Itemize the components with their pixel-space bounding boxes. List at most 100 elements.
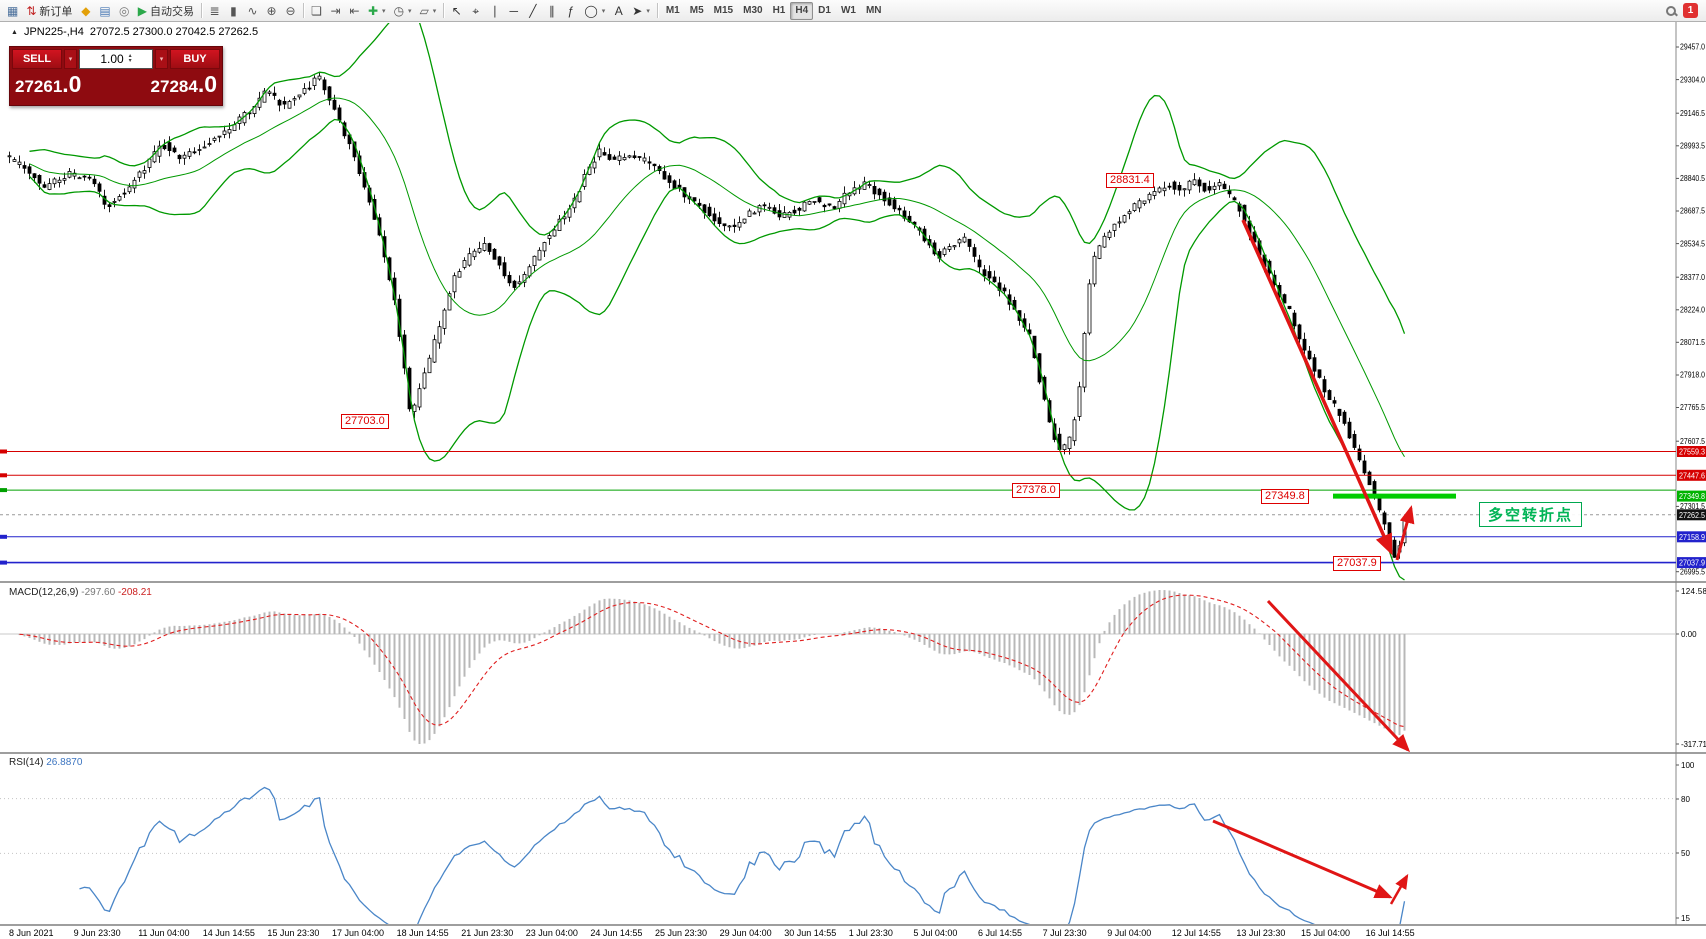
price-axis-label: 27918.0 xyxy=(1680,371,1705,380)
bar-chart-icon[interactable]: ≣ xyxy=(205,2,224,20)
channel-icon-glyph: ∥ xyxy=(548,3,555,18)
timeframe-m15[interactable]: M15 xyxy=(713,5,734,16)
horizontal-line-icon-glyph: ─ xyxy=(509,3,519,18)
time-axis-label: 5 Jul 04:00 xyxy=(913,928,957,938)
horizontal-line-icon[interactable]: ─ xyxy=(504,2,523,20)
price-axis-label: 27607.5 xyxy=(1680,437,1705,446)
metaeditor-icon-glyph: ◆ xyxy=(81,3,91,18)
time-axis-label: 21 Jun 23:30 xyxy=(461,928,513,938)
market-watch-icon[interactable]: ▤ xyxy=(95,2,114,20)
line-handle[interactable] xyxy=(0,488,7,493)
price-axis-label: 28687.5 xyxy=(1680,207,1705,216)
line-chart-icon[interactable]: ∿ xyxy=(243,2,262,20)
indicators-icon[interactable]: ✚ ▾ xyxy=(364,2,390,20)
channel-icon[interactable]: ∥ xyxy=(542,2,561,20)
shapes-icon[interactable]: ◯ ▾ xyxy=(580,2,609,20)
macd-scale-label: 124.58 xyxy=(1681,587,1706,596)
cursor-icon[interactable]: ↖ xyxy=(447,2,466,20)
metaeditor-icon[interactable]: ◆ xyxy=(76,2,95,20)
price-tag-label: 27559.3 xyxy=(1679,448,1705,457)
trend-arrow[interactable] xyxy=(1395,505,1415,561)
crosshair-icon-glyph: ⌖ xyxy=(472,3,480,18)
price-axis-label: 26995.5 xyxy=(1680,567,1705,576)
fibonacci-icon[interactable]: ƒ xyxy=(561,2,580,20)
tile-windows-icon[interactable]: ❏ xyxy=(307,2,326,20)
rsi-line xyxy=(79,786,1406,924)
toolbar-separator xyxy=(656,3,658,18)
trend-arrow[interactable] xyxy=(1212,819,1393,899)
time-axis-label: 7 Jul 23:30 xyxy=(1043,928,1087,938)
price-axis-label: 28377.0 xyxy=(1680,273,1705,282)
price-axis-label: 28071.5 xyxy=(1680,338,1705,347)
bar-chart-icon-glyph: ≣ xyxy=(209,3,220,18)
templates-icon-dropdown[interactable]: ▾ xyxy=(432,7,437,15)
timeframe-h4[interactable]: H4 xyxy=(790,1,814,20)
price-axis-label: 27765.5 xyxy=(1680,403,1705,412)
trend-arrow[interactable] xyxy=(1389,873,1409,905)
autotrading-button[interactable]: ▶ 自动交易 xyxy=(134,2,198,20)
templates-icon[interactable]: ▱ ▾ xyxy=(416,2,441,20)
periods-icon-dropdown[interactable]: ▾ xyxy=(408,7,412,15)
time-axis-label: 30 Jun 14:55 xyxy=(784,928,836,938)
candlestick-icon[interactable]: ▮ xyxy=(224,2,243,20)
bollinger-middle-band xyxy=(29,97,1405,458)
price-tag xyxy=(1677,531,1706,543)
rsi-scale-label: 80 xyxy=(1681,795,1690,804)
chart-canvas[interactable]: MACD(12,26,9) -297.60 -208.21 124.58 0.00 -… xyxy=(0,22,1706,939)
toolbar-separator xyxy=(443,3,445,18)
price-axis-label: 28224.0 xyxy=(1680,306,1705,315)
periods-icon[interactable]: ◷ ▾ xyxy=(390,2,416,20)
arrows-tool-icon[interactable]: ➤ ▾ xyxy=(628,2,654,20)
macd-histogram xyxy=(18,590,1406,744)
autotrading-button-label: 自动交易 xyxy=(149,5,194,18)
price-tag xyxy=(1677,509,1706,521)
timeframe-d1[interactable]: D1 xyxy=(818,5,831,16)
time-axis-label: 8 Jun 2021 xyxy=(9,928,54,938)
shapes-icon-glyph: ◯ xyxy=(584,3,598,18)
arrows-tool-icon-dropdown[interactable]: ▾ xyxy=(646,7,650,15)
timeframe-h1[interactable]: H1 xyxy=(772,5,786,16)
timeframe-mn[interactable]: MN xyxy=(865,5,882,16)
zoom-out-icon[interactable]: ⊖ xyxy=(281,2,300,20)
timeframe-m5[interactable]: M5 xyxy=(689,5,704,16)
search-icon[interactable] xyxy=(1666,5,1676,16)
toolbar-separator xyxy=(200,3,202,18)
line-handle[interactable] xyxy=(0,449,7,454)
time-axis-label: 15 Jul 04:00 xyxy=(1301,928,1350,938)
chart-shift-icon[interactable]: ⇤ xyxy=(345,2,364,20)
new-chart-icon[interactable]: ▦ xyxy=(3,2,22,20)
trend-arrow[interactable] xyxy=(1266,599,1411,753)
price-tag xyxy=(1677,490,1706,502)
price-tag-label: 27037.9 xyxy=(1679,559,1705,568)
auto-scroll-icon[interactable]: ⇥ xyxy=(326,2,345,20)
timeframe-w1[interactable]: W1 xyxy=(840,5,856,16)
zoom-in-icon[interactable]: ⊕ xyxy=(262,2,281,20)
strategy-tester-icon[interactable]: ◎ xyxy=(115,2,134,20)
shapes-icon-dropdown[interactable]: ▾ xyxy=(601,7,606,15)
chart-shift-icon-glyph: ⇤ xyxy=(349,3,360,18)
timeframe-m1[interactable]: M1 xyxy=(665,5,680,16)
time-axis-label: 18 Jun 14:55 xyxy=(397,928,449,938)
time-axis-label: 1 Jul 23:30 xyxy=(849,928,893,938)
time-axis-label: 23 Jun 04:00 xyxy=(526,928,578,938)
crosshair-icon[interactable]: ⌖ xyxy=(466,2,485,20)
trend-arrow[interactable] xyxy=(1241,219,1393,556)
toolbar: ▦ ⇅ 新订单 ◆ ▤ ◎ ▶ 自动交易 ≣ ▮ ∿ ⊕ ⊖ ❏ ⇥ ⇤ ✚ ▾ ◷ ▾ ▱ ▾ ↖ ⌖ ∣ ─ ╱ ∥ ƒ ◯ ▾ A ➤ ▾ M… xyxy=(0,0,1706,22)
price-tag-label: 27262.5 xyxy=(1679,511,1705,520)
line-handle[interactable] xyxy=(0,560,7,565)
line-handle[interactable] xyxy=(0,534,7,539)
new-order-button[interactable]: ⇅ 新订单 xyxy=(22,2,76,20)
price-axis-label: 28993.5 xyxy=(1680,142,1705,151)
line-handle[interactable] xyxy=(0,473,7,478)
text-icon[interactable]: A xyxy=(609,2,628,20)
toolbar-right: 1 xyxy=(1666,3,1703,18)
tile-windows-icon-glyph: ❏ xyxy=(311,3,322,18)
indicators-icon-dropdown[interactable]: ▾ xyxy=(382,7,386,15)
vertical-line-icon[interactable]: ∣ xyxy=(485,2,504,20)
timeframe-m30[interactable]: M30 xyxy=(743,5,763,16)
candles xyxy=(7,72,1407,559)
time-axis-label: 17 Jun 04:00 xyxy=(332,928,384,938)
notification-badge[interactable]: 1 xyxy=(1683,3,1698,18)
time-axis-label: 12 Jul 14:55 xyxy=(1172,928,1221,938)
trendline-icon[interactable]: ╱ xyxy=(523,2,542,20)
